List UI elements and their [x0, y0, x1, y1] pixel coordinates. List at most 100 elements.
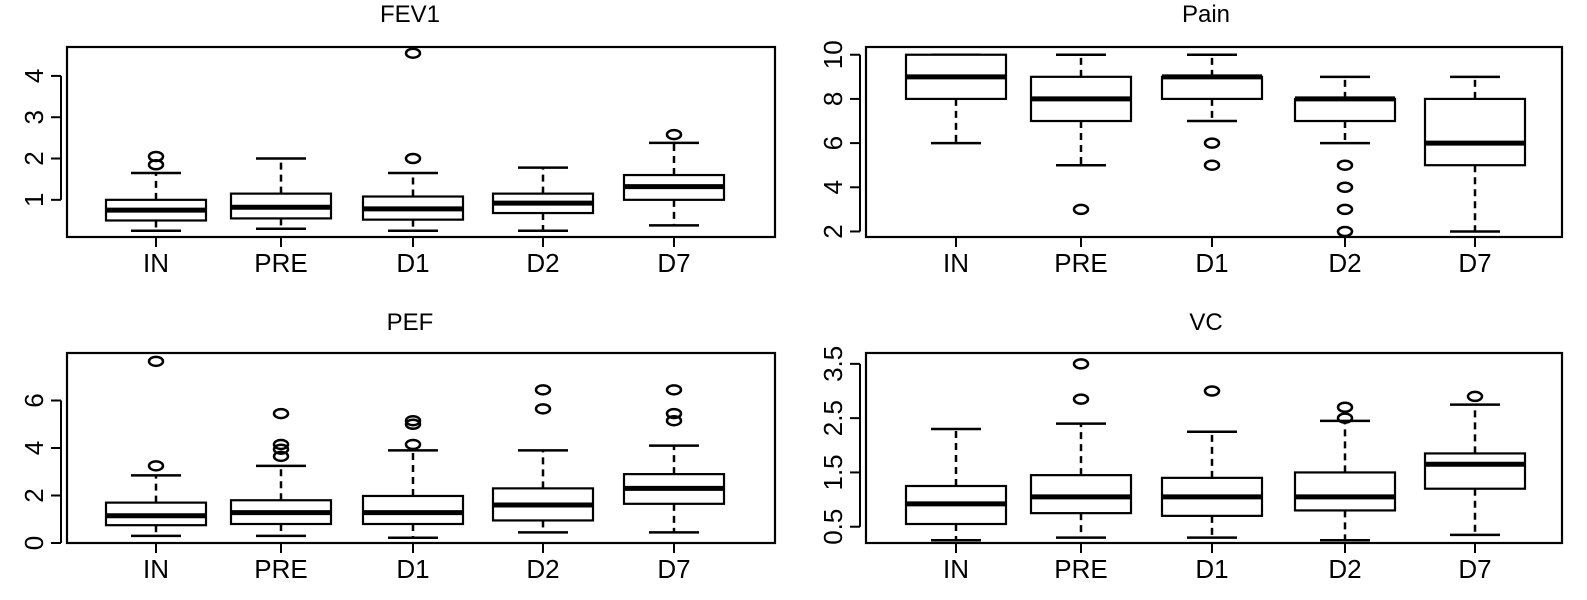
- x-tick-label: PRE: [254, 554, 307, 584]
- outlier-point: [1072, 393, 1090, 405]
- outlier-point: [665, 128, 683, 141]
- iqr-box: [1423, 97, 1527, 167]
- outlier-point: [1203, 159, 1221, 171]
- box-d1: [361, 414, 465, 540]
- box-d7: [1423, 75, 1527, 233]
- panel-title: FEV1: [380, 1, 440, 28]
- x-tick-label: PRE: [254, 248, 307, 278]
- y-tick-label: 0.5: [818, 509, 848, 545]
- y-tick-label: 1: [19, 193, 49, 207]
- box-pre: [229, 407, 333, 538]
- x-tick-label: D2: [1328, 248, 1361, 278]
- x-tick-label: D1: [1195, 554, 1228, 584]
- x-tick-label: IN: [143, 554, 169, 584]
- panel-title: Pain: [1182, 1, 1230, 28]
- y-tick-label: 4: [19, 441, 49, 455]
- outlier-point: [147, 150, 165, 163]
- outlier-point: [272, 438, 290, 451]
- outlier-point: [404, 152, 422, 165]
- panel-vc: VC 0.5 1.5 2.5 3.5 IN PRE D1 D2 D7: [818, 309, 1564, 584]
- y-tick-label: 0: [19, 536, 49, 550]
- outlier-point: [1072, 203, 1090, 216]
- y-tick-label: 10: [818, 40, 848, 69]
- box-d1: [1160, 385, 1264, 539]
- x-tick-label: D2: [1328, 554, 1361, 584]
- panel-title: VC: [1189, 309, 1222, 336]
- x-tick-label: D7: [657, 248, 690, 278]
- y-tick-label: 6: [19, 393, 49, 407]
- panel-pef: PEF 0 2 4 6 IN PRE D1 D2 D7: [19, 309, 777, 584]
- panel-fev1: FEV1 1 2 3 4 IN PRE D1 D2 D7: [19, 1, 777, 278]
- outlier-point: [272, 443, 290, 455]
- box-d7: [622, 128, 726, 227]
- x-tick-label: IN: [943, 248, 969, 278]
- y-tick-label: 2: [818, 224, 848, 238]
- outlier-point: [1336, 159, 1354, 171]
- outlier-point: [147, 460, 165, 472]
- outlier-point: [665, 414, 683, 427]
- x-tick-label: D2: [526, 248, 559, 278]
- y-tick-label: 2: [19, 151, 49, 165]
- box-in: [104, 150, 208, 233]
- box-d1: [361, 47, 465, 233]
- y-tick-label: 6: [818, 136, 848, 150]
- x-tick-label: D7: [1458, 248, 1491, 278]
- x-tick-label: D1: [1195, 248, 1228, 278]
- box-d2: [491, 384, 595, 534]
- outlier-point: [1336, 225, 1354, 238]
- box-d2: [1293, 401, 1397, 542]
- outlier-point: [1336, 181, 1354, 194]
- box-in: [904, 53, 1008, 145]
- x-tick-label: PRE: [1054, 554, 1107, 584]
- box-in: [104, 355, 208, 538]
- outlier-point: [1466, 390, 1484, 403]
- outlier-point: [665, 407, 683, 420]
- outlier-point: [404, 47, 422, 59]
- x-tick-label: D7: [657, 554, 690, 584]
- x-tick-label: D7: [1458, 554, 1491, 584]
- panel-pain: Pain 2 4 6 8 10 IN PRE D1 D2 D7: [818, 1, 1564, 278]
- iqr-box: [1423, 452, 1527, 490]
- box-pre: [229, 157, 333, 230]
- x-tick-label: IN: [943, 554, 969, 584]
- iqr-box: [1293, 471, 1397, 512]
- outlier-point: [665, 384, 683, 396]
- box-d2: [1293, 75, 1397, 238]
- outlier-point: [1336, 401, 1354, 414]
- box-pre: [1029, 358, 1133, 539]
- y-tick-label: 3: [19, 110, 49, 124]
- outlier-point: [1336, 412, 1354, 424]
- iqr-box: [1029, 474, 1133, 515]
- box-d7: [1423, 390, 1527, 537]
- box-pre: [1029, 53, 1133, 216]
- y-tick-label: 4: [818, 180, 848, 194]
- iqr-box: [1160, 75, 1264, 101]
- box-d1: [1160, 53, 1264, 171]
- outlier-point: [1072, 358, 1090, 370]
- outlier-point: [1203, 137, 1221, 149]
- iqr-box: [361, 494, 465, 526]
- outlier-point: [272, 450, 290, 463]
- y-tick-label: 2: [19, 488, 49, 502]
- x-tick-label: PRE: [1054, 248, 1107, 278]
- outlier-point: [534, 384, 552, 396]
- iqr-box: [1293, 97, 1397, 123]
- outlier-point: [1336, 203, 1354, 216]
- x-tick-label: IN: [143, 248, 169, 278]
- outlier-point: [272, 407, 290, 420]
- outlier-point: [404, 414, 422, 427]
- box-d2: [491, 166, 595, 233]
- y-tick-label: 4: [19, 69, 49, 83]
- outlier-point: [147, 355, 165, 368]
- box-in: [904, 427, 1008, 542]
- box-d7: [622, 384, 726, 534]
- outlier-point: [1203, 385, 1221, 397]
- panel-title: PEF: [387, 309, 434, 336]
- outlier-point: [534, 403, 552, 415]
- x-tick-label: D1: [396, 554, 429, 584]
- outlier-point: [404, 418, 422, 430]
- y-tick-label: 2.5: [818, 400, 848, 436]
- x-tick-label: D2: [526, 554, 559, 584]
- y-tick-label: 8: [818, 92, 848, 106]
